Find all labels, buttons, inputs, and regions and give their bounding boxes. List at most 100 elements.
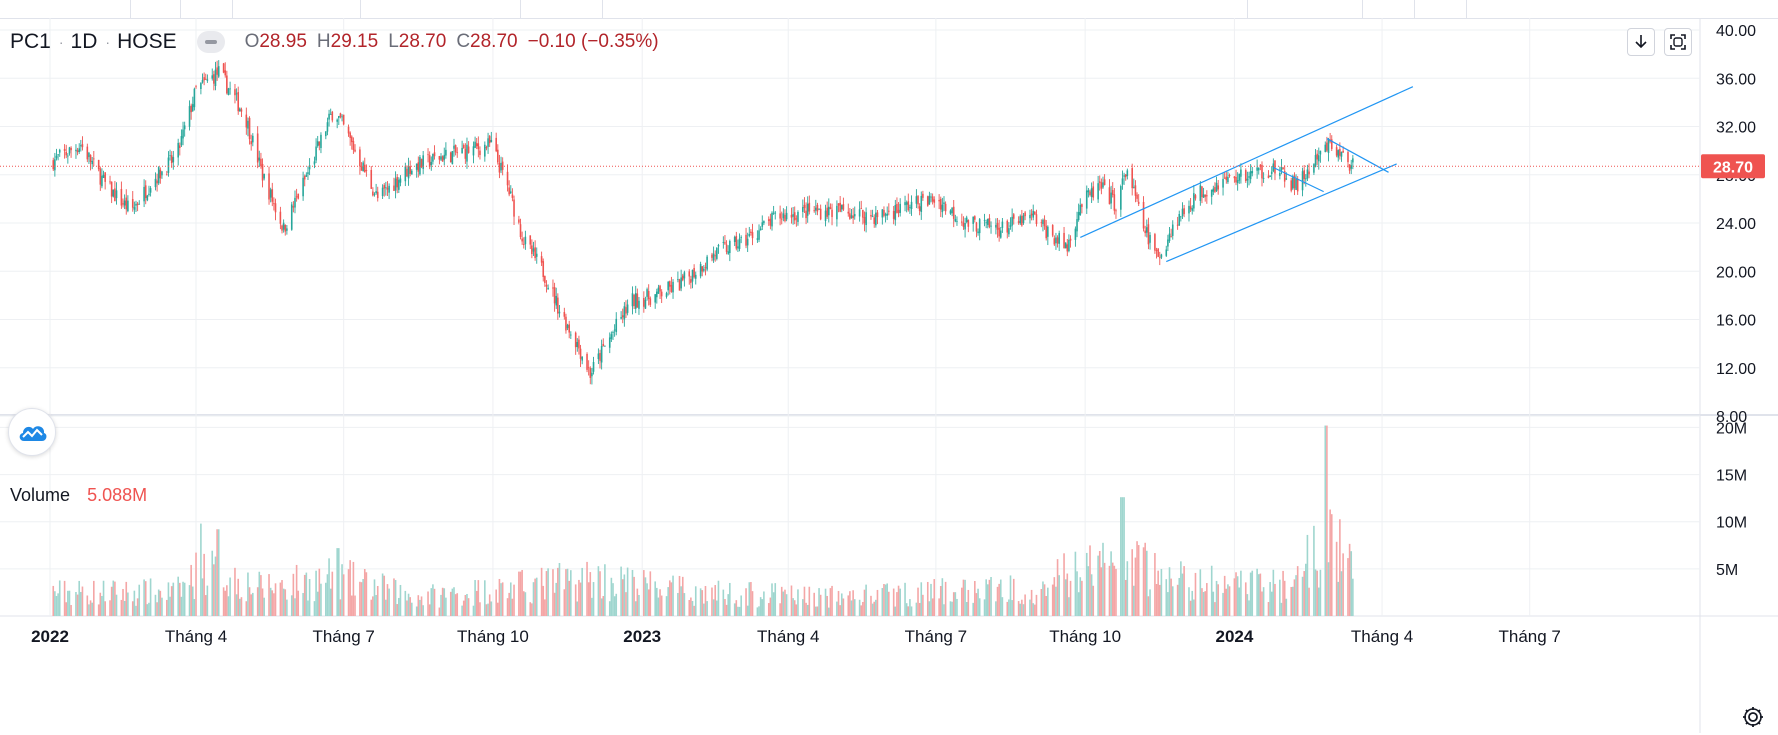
candle-body bbox=[1178, 214, 1181, 226]
candle-body bbox=[1199, 185, 1202, 201]
volume-bar bbox=[227, 596, 230, 616]
candle bbox=[985, 219, 987, 229]
volume-bar bbox=[308, 578, 311, 616]
candle bbox=[1267, 170, 1270, 179]
candle-body bbox=[1292, 177, 1294, 189]
volume-bar bbox=[320, 583, 322, 616]
candle-body bbox=[1035, 214, 1038, 225]
candle-body bbox=[954, 218, 957, 222]
candle-body bbox=[926, 196, 929, 206]
candle bbox=[1238, 173, 1241, 184]
candle-body bbox=[1189, 206, 1192, 210]
volume-bar bbox=[836, 601, 838, 616]
candle bbox=[477, 136, 480, 158]
candle bbox=[990, 221, 992, 234]
volume-bar bbox=[1222, 592, 1224, 616]
volume-tick-label: 15M bbox=[1716, 468, 1747, 485]
volume-bar bbox=[952, 592, 955, 616]
candle-body bbox=[949, 210, 952, 214]
candle bbox=[894, 199, 897, 226]
volume-bar bbox=[1225, 588, 1228, 616]
candle-body bbox=[808, 202, 811, 212]
candle bbox=[325, 130, 327, 140]
candle-body bbox=[972, 216, 974, 224]
candle bbox=[290, 201, 293, 231]
candle bbox=[485, 145, 488, 151]
volume-bar bbox=[467, 598, 470, 616]
candle bbox=[815, 199, 817, 215]
interval-label[interactable]: 1D bbox=[70, 30, 98, 53]
volume-bar bbox=[535, 577, 538, 616]
candle bbox=[1326, 136, 1328, 153]
candle-body bbox=[112, 189, 115, 197]
candle-body bbox=[1123, 175, 1125, 177]
volume-bar bbox=[1280, 602, 1283, 616]
candle-body bbox=[647, 290, 650, 300]
candle-body bbox=[1316, 153, 1318, 160]
candle-body bbox=[865, 212, 867, 226]
symbol-name[interactable]: PC1 bbox=[10, 30, 51, 53]
volume-bar bbox=[1115, 568, 1117, 616]
toolbar-separator bbox=[602, 0, 603, 18]
volume-bar bbox=[553, 592, 556, 616]
volume-bar bbox=[260, 575, 262, 616]
volume-tick-label: 5M bbox=[1716, 562, 1738, 579]
candle-body bbox=[404, 166, 407, 182]
volume-bar bbox=[1123, 497, 1125, 616]
volume-bar bbox=[1001, 597, 1004, 616]
candle-body bbox=[182, 129, 184, 139]
open-label: O bbox=[244, 31, 260, 52]
volume-bar bbox=[1317, 587, 1320, 616]
candle-body bbox=[522, 244, 525, 245]
candle bbox=[104, 172, 106, 190]
volume-bar bbox=[704, 585, 707, 616]
candle bbox=[1124, 173, 1127, 181]
volume-legend: Volume 5.088M bbox=[10, 485, 147, 506]
fullscreen-button[interactable] bbox=[1664, 28, 1692, 56]
candle bbox=[704, 262, 707, 276]
candle-body bbox=[1051, 225, 1054, 236]
volume-bar bbox=[406, 600, 408, 616]
collapse-legend-button[interactable] bbox=[196, 31, 225, 53]
candle bbox=[840, 204, 843, 213]
volume-bar bbox=[1306, 534, 1309, 616]
volume-bar bbox=[1035, 594, 1038, 616]
candle-body bbox=[178, 145, 181, 149]
volume-bar bbox=[172, 582, 175, 616]
candle-body bbox=[144, 185, 147, 199]
cloud-chart-logo[interactable] bbox=[8, 408, 56, 456]
volume-bar bbox=[837, 590, 840, 616]
candle bbox=[986, 218, 989, 229]
volume-bar bbox=[986, 584, 989, 616]
volume-bar bbox=[941, 578, 944, 616]
volume-bar bbox=[286, 599, 288, 616]
candle-body bbox=[1261, 164, 1263, 179]
volume-bar bbox=[803, 586, 806, 616]
candle bbox=[904, 195, 906, 212]
candle-body bbox=[566, 324, 569, 329]
download-button[interactable] bbox=[1627, 28, 1655, 56]
candle bbox=[1210, 189, 1213, 205]
volume-bar bbox=[842, 598, 845, 616]
candle-body bbox=[1339, 148, 1341, 156]
volume-bar bbox=[733, 603, 736, 616]
volume-bar bbox=[284, 589, 287, 616]
volume-bar bbox=[498, 578, 501, 616]
candle-body bbox=[461, 147, 463, 154]
volume-bar bbox=[415, 606, 418, 616]
candle-body bbox=[608, 337, 611, 348]
volume-bar bbox=[1069, 580, 1072, 616]
candle bbox=[386, 181, 389, 196]
candle bbox=[1137, 194, 1140, 207]
candle bbox=[1316, 150, 1318, 165]
stock-chart[interactable]: 40.0036.0032.0028.0024.0020.0016.0012.00… bbox=[0, 18, 1778, 733]
candle-body bbox=[638, 300, 640, 309]
volume-bar bbox=[750, 582, 752, 616]
candle bbox=[438, 155, 441, 165]
candle-body bbox=[217, 66, 220, 77]
candle-body bbox=[552, 287, 554, 289]
candle bbox=[813, 206, 815, 213]
candle-body bbox=[863, 216, 866, 224]
settings-button[interactable] bbox=[1740, 704, 1766, 730]
